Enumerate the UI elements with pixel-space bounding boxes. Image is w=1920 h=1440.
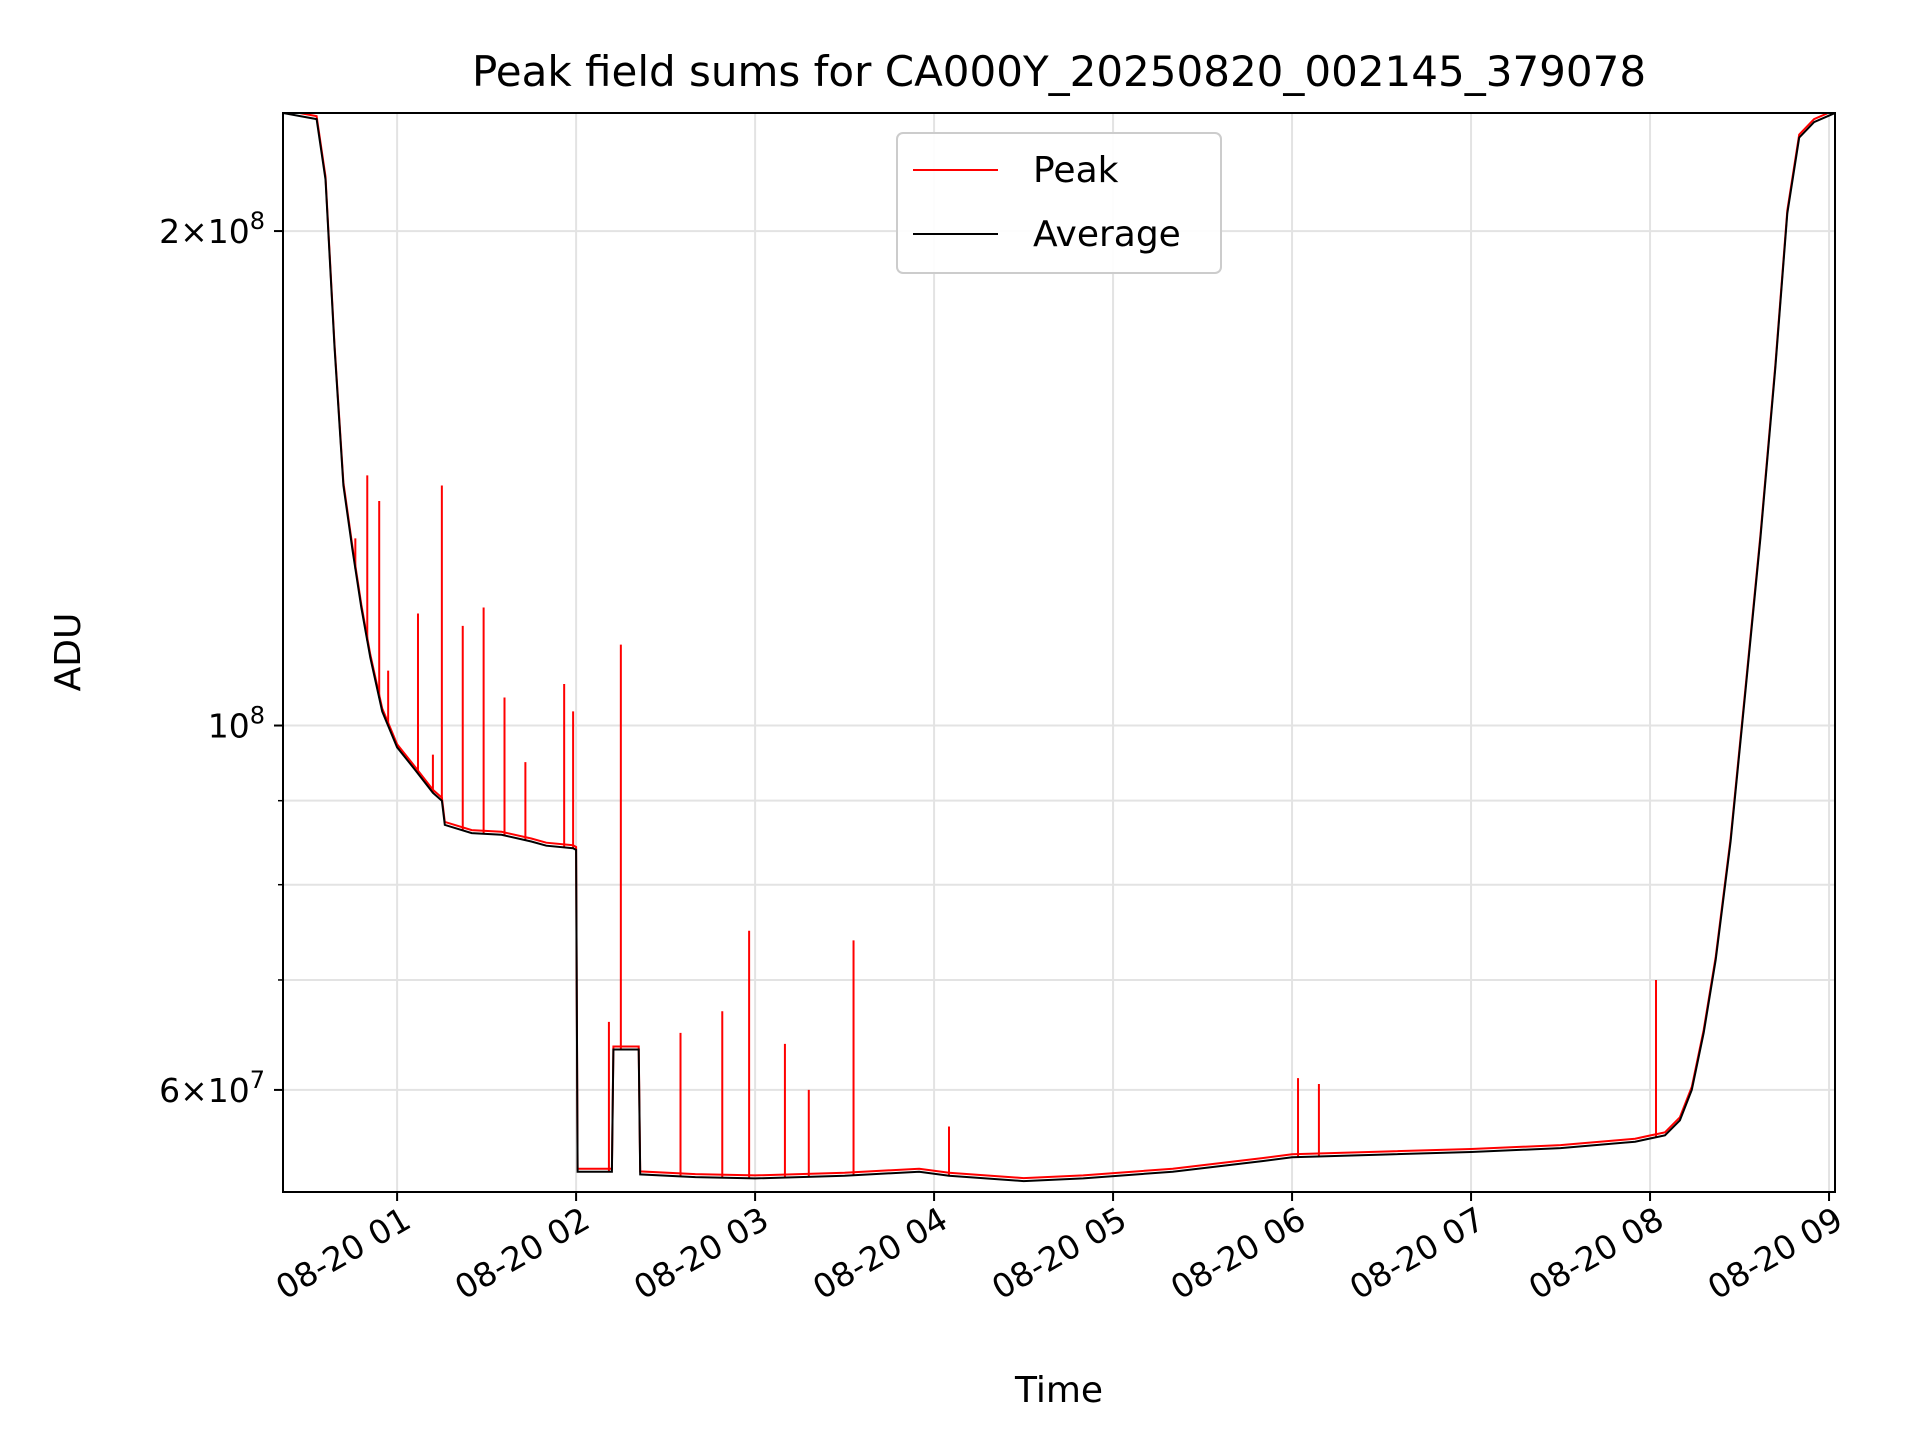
- x-tick-label: 08-20 06: [1164, 1199, 1312, 1307]
- y-tick-label: 6×107: [159, 1066, 265, 1110]
- x-tick-label: 08-20 08: [1522, 1199, 1670, 1307]
- legend: Peak Average: [896, 132, 1222, 274]
- legend-label-average: Average: [1033, 214, 1181, 255]
- chart-title: Peak field sums for CA000Y_20250820_0021…: [472, 47, 1646, 96]
- x-axis-ticks: 08-20 01 08-20 02 08-20 03 08-20 04 08-20 05…: [269, 1192, 1849, 1307]
- x-tick-label: 08-20 07: [1343, 1199, 1491, 1307]
- plot-area: [283, 113, 1835, 1183]
- x-tick-label: 08-20 04: [806, 1199, 954, 1307]
- y-tick-label: 2×108: [159, 207, 265, 251]
- legend-label-peak: Peak: [1033, 150, 1119, 191]
- x-tick-label: 08-20 05: [985, 1199, 1133, 1307]
- x-tick-label: 08-20 01: [269, 1199, 417, 1307]
- y-axis-label: ADU: [48, 613, 89, 692]
- legend-box: [896, 132, 1222, 274]
- x-tick-label: 08-20 02: [448, 1199, 596, 1307]
- x-tick-label: 08-20 09: [1701, 1199, 1849, 1307]
- x-tick-label: 08-20 03: [627, 1199, 775, 1307]
- y-axis-ticks: 6×107 108 2×108: [159, 207, 283, 1110]
- plot-frame: [282, 112, 1836, 1193]
- series-average-line: [283, 113, 1835, 1183]
- grid-lines: [283, 113, 1835, 1192]
- y-tick-label: 108: [208, 702, 265, 746]
- x-axis-label: Time: [1014, 1370, 1103, 1411]
